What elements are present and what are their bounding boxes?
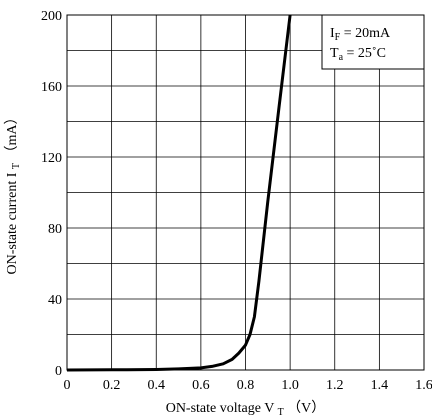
x-axis-label-sub: T (278, 407, 284, 418)
x-axis-label: ON-state voltage V T （V） (166, 400, 326, 418)
y-axis-label-unit: （mA） (4, 111, 20, 160)
conditions-box-frame (321, 14, 425, 70)
x-tick-label: 1.6 (415, 378, 432, 393)
condition-value: = 25˚C (343, 46, 386, 61)
y-tick-label: 40 (48, 293, 62, 308)
x-tick-label: 0 (64, 378, 71, 393)
condition-symbol: T (330, 46, 339, 61)
x-tick-label: 0.4 (148, 378, 166, 393)
y-tick-label: 120 (41, 151, 62, 166)
x-tick-label: 1.0 (281, 378, 299, 393)
y-axis-label-main: ON-state current I (5, 172, 20, 274)
y-tick-label: 0 (55, 364, 62, 379)
x-tick-label: 0.2 (103, 378, 121, 393)
series-line (66, 14, 292, 372)
y-axis-label: ON-state current I T （mA） (4, 111, 23, 275)
condition-value: = 20mA (340, 26, 391, 41)
x-axis-label-unit: （V） (287, 400, 325, 416)
x-tick-labels: 0 0.2 0.4 0.6 0.8 1.0 1.2 1.4 1.6 (64, 378, 432, 393)
plot-frame (66, 14, 425, 371)
x-tick-label: 1.4 (371, 378, 389, 393)
condition-subscript: a (339, 52, 344, 63)
curves (66, 14, 292, 372)
x-tick-label: 1.2 (326, 378, 344, 393)
x-axis-label-main: ON-state voltage V (166, 401, 274, 416)
x-tick-label: 0.6 (192, 378, 210, 393)
y-tick-labels: 0 40 80 120 160 200 (41, 9, 62, 379)
grid (67, 15, 424, 370)
condition-text: Ta = 25˚C (330, 46, 386, 63)
condition-symbol: I (330, 26, 335, 41)
y-tick-label: 200 (41, 9, 62, 24)
x-tick-label: 0.8 (237, 378, 255, 393)
condition-text: IF = 20mA (330, 26, 391, 43)
condition-subscript: F (335, 32, 341, 43)
y-tick-label: 160 (41, 80, 62, 95)
y-tick-label: 80 (48, 222, 62, 237)
y-axis-label-sub: T (11, 163, 22, 169)
